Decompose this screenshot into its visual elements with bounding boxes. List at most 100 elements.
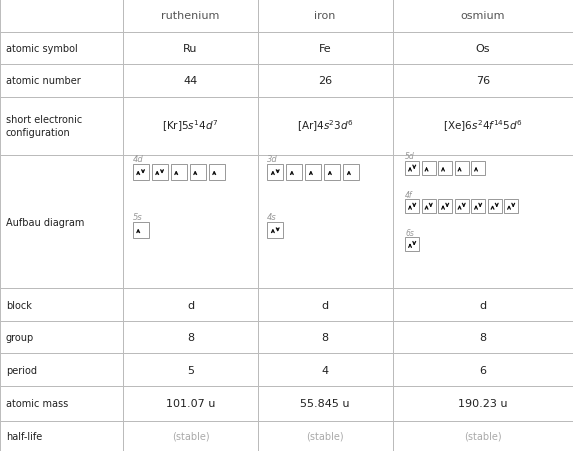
Bar: [0, 421, 123, 451]
Bar: [123, 386, 258, 421]
Bar: [123, 421, 258, 451]
Text: Aufbau diagram: Aufbau diagram: [6, 217, 84, 227]
Bar: [393, 97, 573, 155]
Bar: [258, 289, 393, 321]
Bar: [438, 200, 452, 214]
Bar: [471, 200, 485, 214]
Text: [Ar]4$s^2$3$d^6$: [Ar]4$s^2$3$d^6$: [297, 119, 354, 134]
Bar: [454, 162, 469, 176]
Text: atomic symbol: atomic symbol: [6, 44, 78, 54]
Text: osmium: osmium: [461, 11, 505, 21]
Text: Os: Os: [476, 44, 490, 54]
Text: 5: 5: [187, 365, 194, 375]
Bar: [0, 0, 123, 32]
Bar: [454, 200, 469, 214]
Text: [Xe]6$s^2$4$f^{14}$5$d^6$: [Xe]6$s^2$4$f^{14}$5$d^6$: [443, 119, 523, 134]
Bar: [123, 321, 258, 354]
Text: Ru: Ru: [183, 44, 198, 54]
Bar: [422, 200, 435, 214]
Bar: [132, 165, 148, 181]
Text: ruthenium: ruthenium: [162, 11, 219, 21]
Bar: [471, 162, 485, 176]
Bar: [258, 321, 393, 354]
Bar: [258, 97, 393, 155]
Bar: [258, 421, 393, 451]
Text: atomic mass: atomic mass: [6, 399, 68, 409]
Bar: [258, 386, 393, 421]
Text: (stable): (stable): [307, 431, 344, 441]
Bar: [405, 162, 419, 176]
Bar: [152, 165, 168, 181]
Text: 101.07 u: 101.07 u: [166, 399, 215, 409]
Bar: [393, 0, 573, 32]
Bar: [393, 155, 573, 289]
Bar: [393, 386, 573, 421]
Bar: [258, 0, 393, 32]
Bar: [422, 162, 435, 176]
Text: group: group: [6, 332, 34, 342]
Text: period: period: [6, 365, 37, 375]
Text: 44: 44: [183, 76, 198, 86]
Text: 4f: 4f: [405, 190, 413, 199]
Bar: [405, 238, 419, 252]
Bar: [305, 165, 321, 181]
Bar: [0, 321, 123, 354]
Bar: [393, 289, 573, 321]
Text: 8: 8: [479, 332, 486, 342]
Bar: [132, 223, 148, 239]
Bar: [258, 65, 393, 97]
Bar: [488, 200, 501, 214]
Bar: [267, 223, 283, 239]
Bar: [171, 165, 187, 181]
Bar: [0, 32, 123, 65]
Bar: [0, 65, 123, 97]
Text: half-life: half-life: [6, 431, 42, 441]
Text: 3d: 3d: [267, 155, 278, 164]
Bar: [393, 321, 573, 354]
Bar: [0, 386, 123, 421]
Bar: [393, 421, 573, 451]
Bar: [123, 97, 258, 155]
Bar: [0, 155, 123, 289]
Text: atomic number: atomic number: [6, 76, 81, 86]
Bar: [324, 165, 340, 181]
Bar: [0, 289, 123, 321]
Text: d: d: [321, 300, 329, 310]
Text: 55.845 u: 55.845 u: [300, 399, 350, 409]
Bar: [405, 200, 419, 214]
Bar: [258, 354, 393, 386]
Text: (stable): (stable): [172, 431, 209, 441]
Text: 190.23 u: 190.23 u: [458, 399, 508, 409]
Text: short electronic
configuration: short electronic configuration: [6, 115, 83, 138]
Text: 5d: 5d: [405, 152, 415, 161]
Text: 26: 26: [318, 76, 332, 86]
Text: 8: 8: [187, 332, 194, 342]
Bar: [123, 155, 258, 289]
Bar: [267, 165, 283, 181]
Bar: [393, 32, 573, 65]
Bar: [123, 0, 258, 32]
Text: Fe: Fe: [319, 44, 332, 54]
Bar: [190, 165, 206, 181]
Bar: [123, 65, 258, 97]
Bar: [258, 32, 393, 65]
Text: (stable): (stable): [464, 431, 501, 441]
Text: 6s: 6s: [405, 228, 414, 237]
Bar: [123, 32, 258, 65]
Bar: [0, 97, 123, 155]
Text: 8: 8: [321, 332, 329, 342]
Text: iron: iron: [315, 11, 336, 21]
Text: block: block: [6, 300, 32, 310]
Bar: [393, 65, 573, 97]
Text: 4s: 4s: [267, 213, 277, 222]
Text: 76: 76: [476, 76, 490, 86]
Text: 5s: 5s: [132, 213, 142, 222]
Text: 6: 6: [479, 365, 486, 375]
Bar: [0, 354, 123, 386]
Text: d: d: [479, 300, 486, 310]
Bar: [393, 354, 573, 386]
Text: 4d: 4d: [132, 155, 143, 164]
Bar: [123, 354, 258, 386]
Bar: [286, 165, 303, 181]
Bar: [438, 162, 452, 176]
